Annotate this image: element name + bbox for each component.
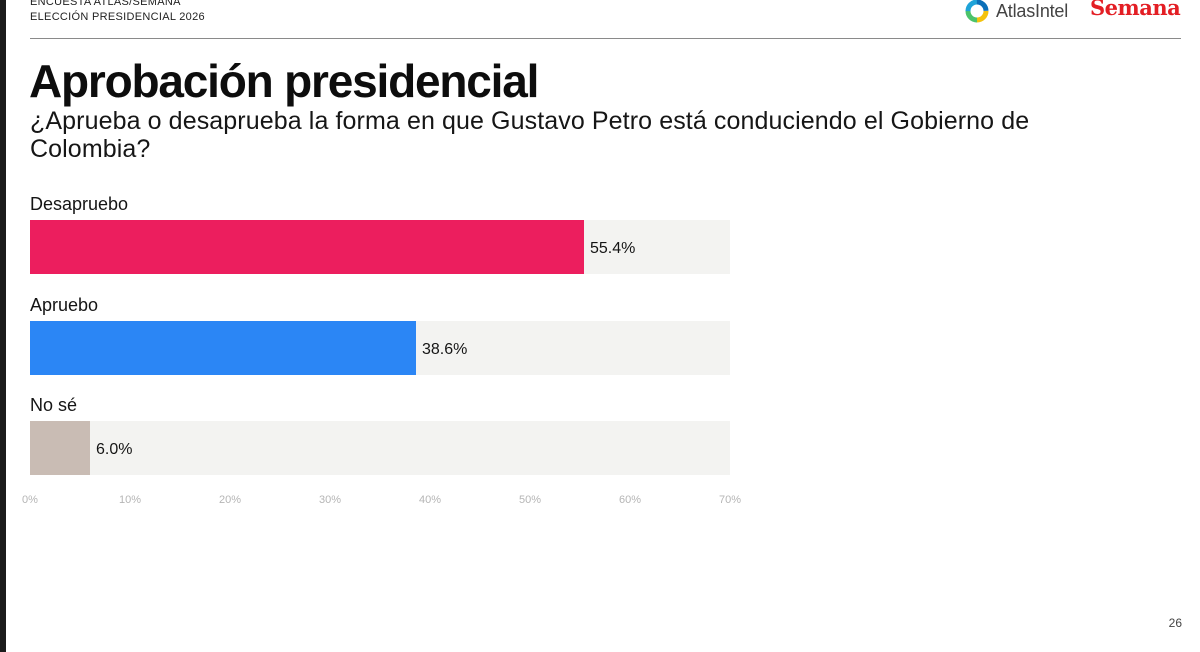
header-divider [30, 38, 1181, 39]
x-tick-label-50: 50% [519, 494, 541, 506]
survey-question: ¿Aprueba o desaprueba la forma en que Gu… [30, 107, 1030, 163]
atlas-ring-icon [965, 0, 989, 23]
value-label-no-se: 6.0% [96, 441, 132, 458]
atlasintel-logo: AtlasIntel [964, 0, 1068, 24]
survey-kicker: ENCUESTA ATLAS/SEMANA [30, 0, 181, 8]
bar-no-se [30, 421, 90, 475]
x-tick-label-60: 60% [619, 494, 641, 506]
bar-desapruebo [30, 220, 584, 274]
x-tick-label-20: 20% [219, 494, 241, 506]
x-tick-label-70: 70% [719, 494, 741, 506]
x-tick-label-30: 30% [319, 494, 341, 506]
page-number: 26 [1168, 616, 1182, 630]
category-label-apruebo: Apruebo [30, 295, 98, 315]
left-edge-bar [0, 0, 6, 652]
election-kicker: ELECCIÓN PRESIDENCIAL 2026 [30, 11, 205, 23]
atlasintel-wordmark: AtlasIntel [996, 0, 1069, 21]
semana-logo: Semana [1090, 0, 1181, 20]
category-label-desapruebo: Desapruebo [30, 194, 128, 214]
x-tick-label-10: 10% [119, 494, 141, 506]
x-tick-label-0: 0% [22, 494, 38, 506]
value-label-desapruebo: 55.4% [590, 240, 635, 257]
bar-apruebo [30, 321, 416, 375]
x-tick-label-40: 40% [419, 494, 441, 506]
bar-track-no-se [30, 421, 730, 475]
page-title: Aprobación presidencial [29, 55, 539, 107]
category-label-no-se: No sé [30, 395, 77, 415]
value-label-apruebo: 38.6% [422, 341, 467, 358]
